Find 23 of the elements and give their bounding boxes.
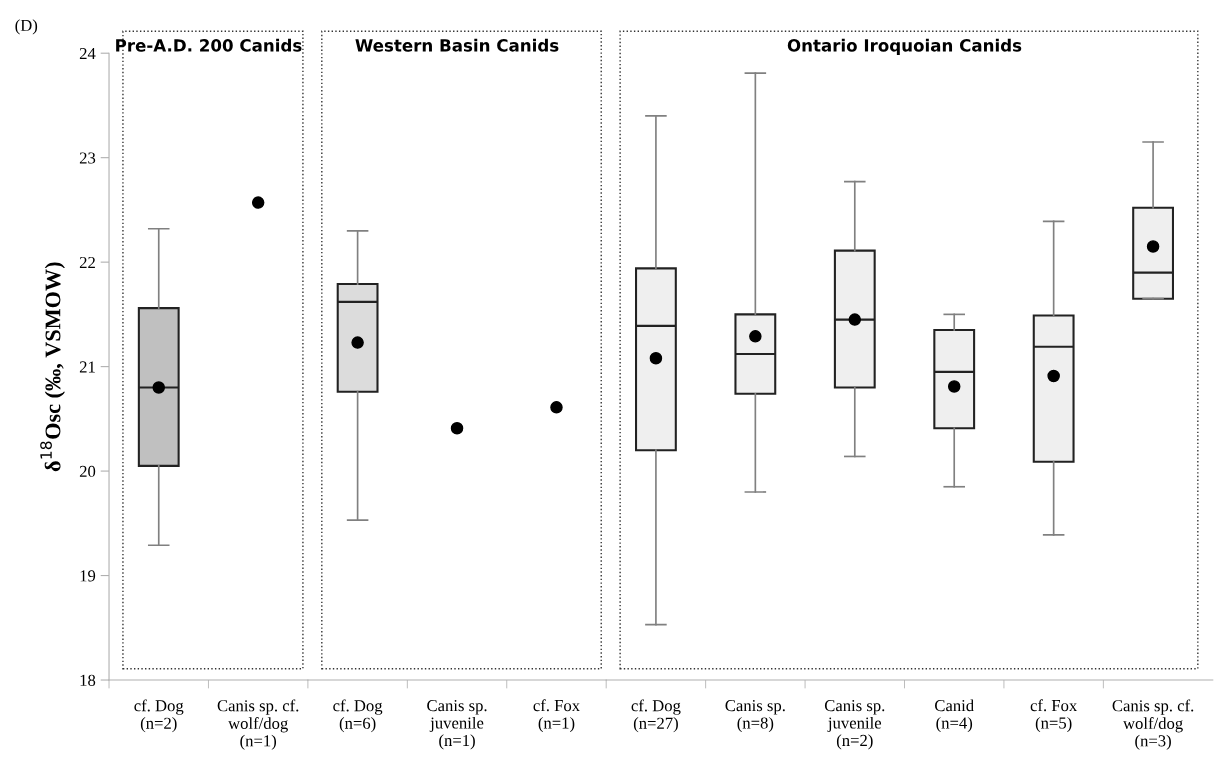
x-tick-label: Canis sp. cf. wolf/dog (n=1)	[217, 699, 299, 750]
y-tick-label: 18	[80, 674, 96, 686]
y-tick-label: 20	[79, 465, 96, 478]
x-tick-label: Canis sp. juvenile (n=1)	[427, 700, 487, 750]
y-tick-label: 21	[79, 361, 95, 373]
x-tick-label: cf. Fox (n=5)	[1030, 699, 1078, 733]
chart-title: Ontario Iroquoian Canids	[787, 38, 1022, 55]
x-tick-label: cf. Dog (n=27)	[631, 699, 681, 733]
chart-title: Western Basin Canids	[355, 38, 559, 52]
x-tick-label: cf. Fox (n=1)	[533, 699, 580, 733]
x-tick-label: Canis sp. cf. wolf/dog (n=3)	[1112, 699, 1194, 750]
y-axis-title: δ$^{18}$Osc (‰, VSMOW)	[40, 262, 65, 472]
text: (D)	[15, 19, 38, 35]
x-tick-label: Canid (n=4)	[935, 699, 974, 733]
y-tick-label: 19	[80, 570, 96, 582]
chart-title: Pre-A.D. 200 Canids	[116, 38, 302, 52]
x-tick-label: cf. Dog (n=2)	[134, 699, 184, 733]
y-tick-label: 24	[79, 47, 96, 59]
x-tick-label: Canis sp. juvenile (n=2)	[824, 700, 885, 750]
x-tick-label: Canis sp. (n=8)	[725, 700, 785, 733]
y-tick-label: 23	[79, 152, 96, 164]
x-tick-label: cf. Dog (n=6)	[333, 699, 383, 733]
y-tick-label: 22	[79, 256, 95, 268]
